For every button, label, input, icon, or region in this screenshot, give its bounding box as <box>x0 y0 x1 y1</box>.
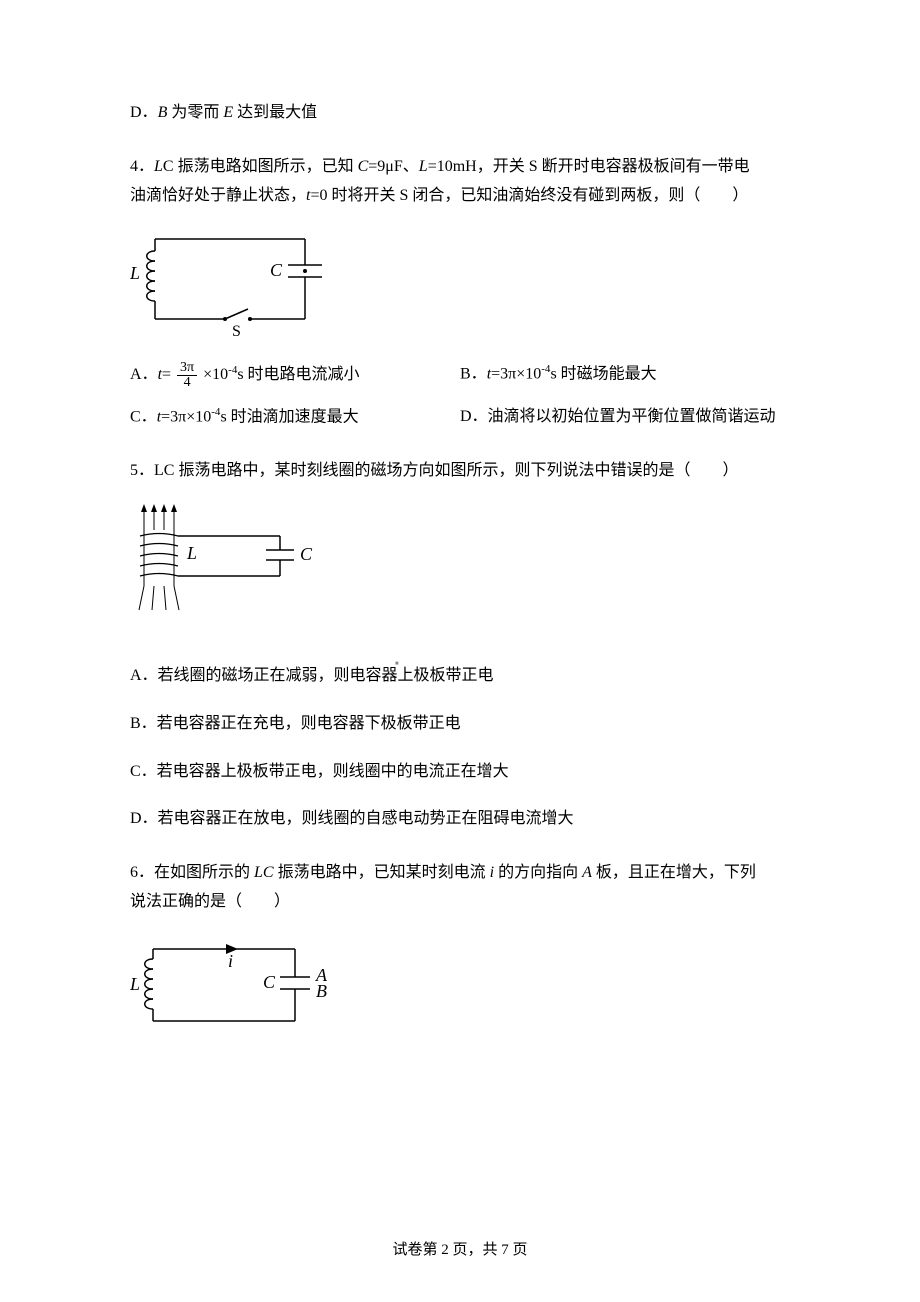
q5-option-b: B．若电容器正在充电，则电容器下极板带正电 <box>130 711 790 737</box>
q4-option-d: D．油滴将以初始位置为平衡位置做简谐运动 <box>460 404 790 430</box>
q6-intro: 6．在如图所示的 LC 振荡电路中，已知某时刻电流 i 的方向指向 A 板，且正… <box>130 860 790 915</box>
q4-options-row1: A．t= 3π4 ×10-4s 时电路电流减小 B．t=3π×10-4s 时磁场… <box>130 361 790 390</box>
inductor-label: L <box>130 974 140 994</box>
inductor-label: L <box>130 263 140 283</box>
capacitor-label: C <box>300 544 313 564</box>
q5-option-d: D．若电容器正在放电，则线圈的自感电动势正在阻碍电流增大 <box>130 806 790 832</box>
q4-circuit-diagram: L C S <box>130 229 790 348</box>
inductor-label: L <box>186 543 197 563</box>
q4-option-c: C．t=3π×10-4s 时油滴加速度最大 <box>130 404 460 430</box>
q4-options-row2: C．t=3π×10-4s 时油滴加速度最大 D．油滴将以初始位置为平衡位置做简谐… <box>130 404 790 430</box>
capacitor-label: C <box>263 972 276 992</box>
switch-label: S <box>232 323 241 339</box>
q5-option-c: C．若电容器上极板带正电，则线圈中的电流正在增大 <box>130 759 790 785</box>
q4-option-a: A．t= 3π4 ×10-4s 时电路电流减小 <box>130 361 460 390</box>
q6-circuit-diagram: L i C A B <box>130 935 790 1044</box>
q5-option-a: A．若线圈的磁场正在减弱，则电容器上极板带正电 <box>130 663 790 689</box>
q5-intro: 5．LC 振荡电路中，某时刻线圈的磁场方向如图所示，则下列说法中错误的是（ ） <box>130 458 790 484</box>
q5-circuit-diagram: L C <box>130 504 790 628</box>
q4-option-b: B．t=3π×10-4s 时磁场能最大 <box>460 361 790 390</box>
q3-option-d: D．B 为零而 E 达到最大值 <box>130 100 790 126</box>
plate-b-label: B <box>316 981 327 1001</box>
current-label: i <box>228 951 233 971</box>
page-footer: 试卷第 2 页，共 7 页 <box>0 1238 920 1262</box>
marker-icon: ■ <box>395 660 399 670</box>
q4-intro: 4．LC 振荡电路如图所示，已知 C=9μF、L=10mH，开关 S 断开时电容… <box>130 154 790 209</box>
capacitor-label: C <box>270 260 283 280</box>
